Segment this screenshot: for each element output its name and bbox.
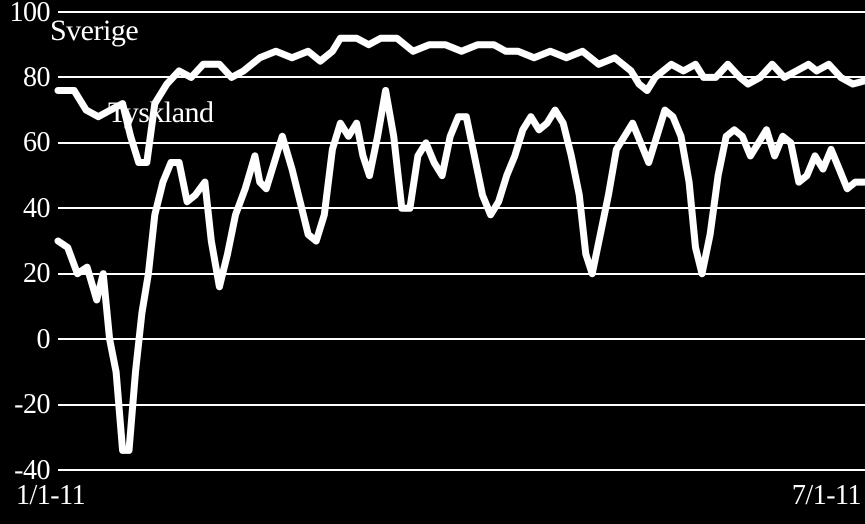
series-line-tyskland: [58, 91, 865, 451]
series-label-sverige: Sverige: [50, 14, 138, 48]
series-label-tyskland: Tyskland: [108, 96, 214, 130]
plot-area: [0, 0, 865, 524]
line-chart: -40-20020406080100 1/1-117/1-11 SverigeT…: [0, 0, 865, 524]
